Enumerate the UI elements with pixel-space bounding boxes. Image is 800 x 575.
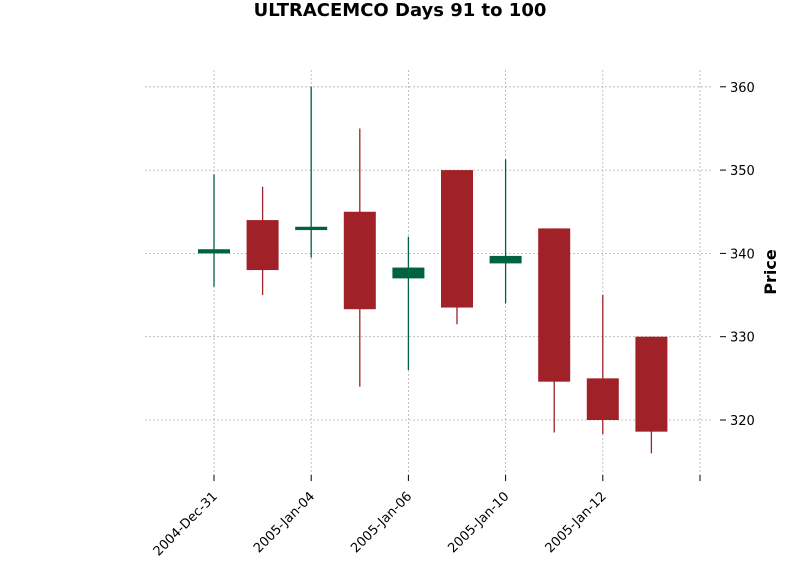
candle-body [198, 249, 230, 254]
candles [198, 86, 668, 454]
candle [198, 174, 230, 287]
candle-body [392, 267, 425, 279]
candle-body [441, 170, 473, 308]
candle-body [635, 336, 668, 432]
x-tick-label: 2005-Jan-12 [543, 489, 610, 556]
candle [635, 336, 668, 454]
x-tick-label: 2005-Jan-06 [348, 489, 415, 556]
grid-lines [145, 70, 712, 475]
candle-body [586, 378, 619, 420]
candle [343, 128, 376, 387]
candle [392, 236, 425, 371]
candle [586, 295, 619, 435]
candle-body [246, 220, 279, 271]
candle [295, 86, 328, 258]
y-tick-label: 350 [730, 164, 755, 179]
candle [538, 228, 571, 433]
candle-body [343, 211, 376, 310]
candle-body [295, 226, 328, 231]
candle-body [489, 255, 522, 264]
x-tick-label: 2004-Dec-31 [151, 489, 221, 559]
candle [489, 159, 522, 304]
candle-body [538, 228, 571, 382]
y-axis-label: Price [761, 249, 780, 295]
chart-title: ULTRACEMCO Days 91 to 100 [253, 0, 547, 21]
y-tick-label: 340 [730, 247, 755, 262]
candle [441, 170, 473, 325]
x-tick-label: 2005-Jan-04 [251, 489, 318, 556]
y-tick-label: 330 [730, 331, 755, 346]
y-tick-label: 360 [730, 81, 755, 96]
y-tick-label: 320 [730, 414, 755, 429]
x-tick-label: 2005-Jan-10 [445, 489, 512, 556]
axes: 320 330 340 350 360 2004-Dec-31 2005-Jan-04 200… [151, 81, 755, 560]
candle [246, 186, 279, 296]
